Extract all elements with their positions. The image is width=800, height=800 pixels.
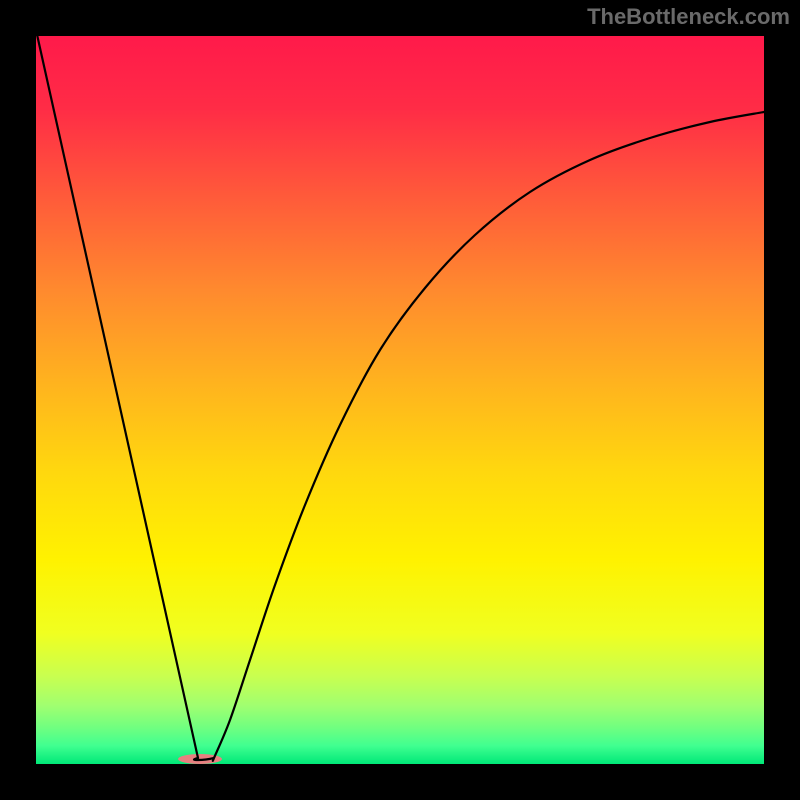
chart-container: TheBottleneck.com <box>0 0 800 800</box>
watermark-text: TheBottleneck.com <box>587 4 790 30</box>
bottleneck-curve-chart <box>0 0 800 800</box>
gradient-background <box>36 36 764 764</box>
